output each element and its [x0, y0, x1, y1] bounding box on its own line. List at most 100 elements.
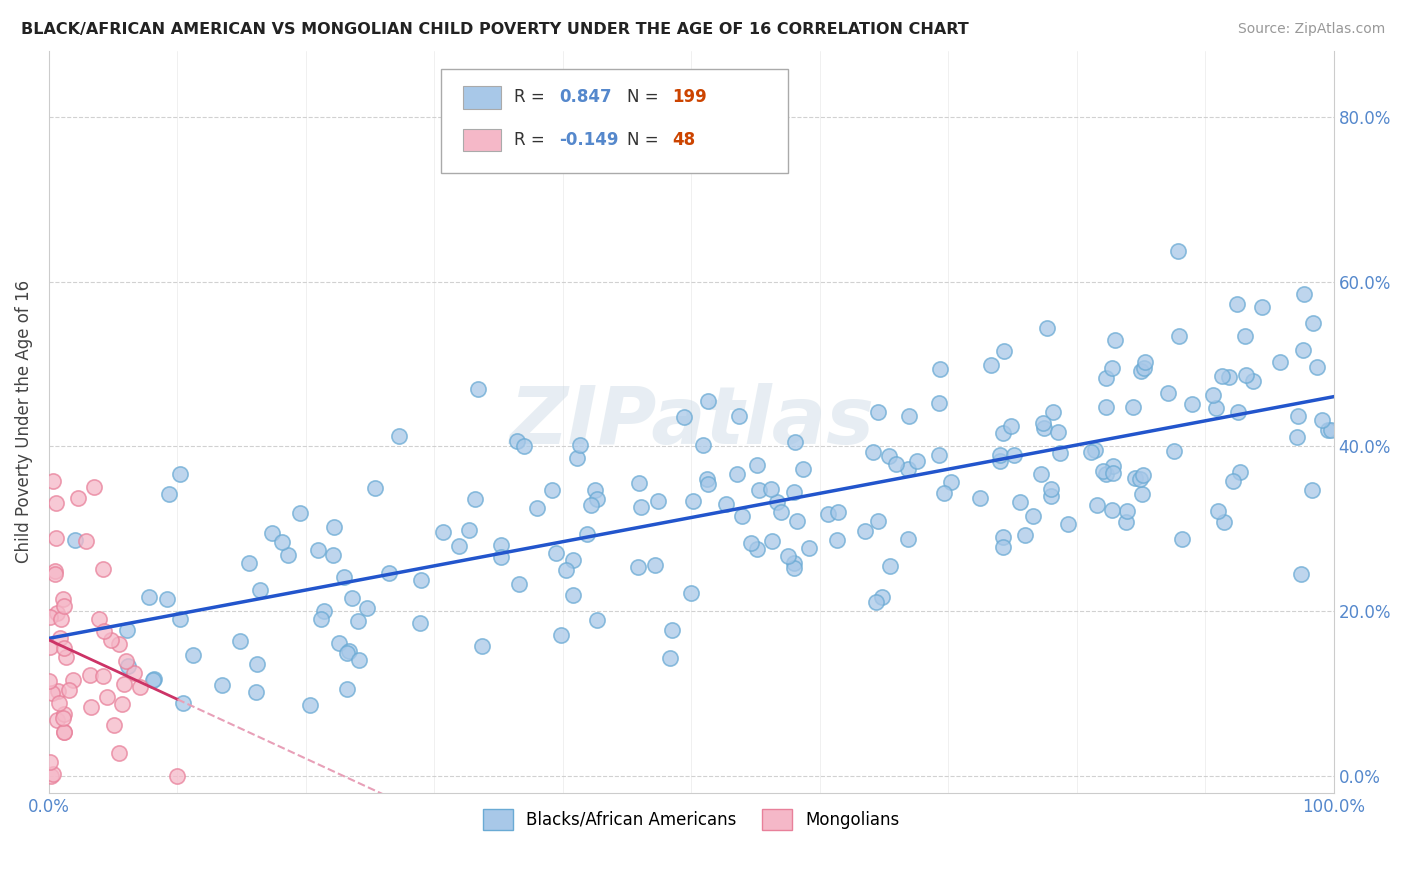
Point: [93, 669, 115, 683]
Point: [759, 482, 782, 496]
Point: [508, 577, 530, 591]
Point: [46, 683, 69, 698]
Point: [993, 540, 1015, 554]
Point: [697, 477, 720, 491]
Text: R =: R =: [515, 88, 550, 106]
Point: [659, 650, 682, 665]
Y-axis label: Child Poverty Under the Age of 16: Child Poverty Under the Age of 16: [15, 280, 32, 563]
Point: [1092, 465, 1115, 479]
Point: [377, 566, 399, 580]
Point: [299, 698, 322, 712]
Point: [1168, 329, 1191, 343]
Point: [865, 595, 887, 609]
Point: [644, 558, 666, 572]
Point: [333, 570, 356, 584]
Point: [569, 438, 592, 452]
Point: [1291, 343, 1313, 357]
Point: [117, 659, 139, 673]
Point: [80, 699, 103, 714]
Point: [797, 541, 820, 555]
Point: [166, 769, 188, 783]
Point: [817, 507, 839, 521]
FancyBboxPatch shape: [441, 70, 787, 173]
Point: [1236, 368, 1258, 382]
Point: [1133, 361, 1156, 376]
Point: [1292, 287, 1315, 301]
Point: [679, 586, 702, 600]
Point: [337, 644, 360, 658]
Point: [49, 632, 72, 646]
Point: [169, 612, 191, 626]
Point: [52, 592, 75, 607]
Point: [1211, 368, 1233, 383]
Text: Source: ZipAtlas.com: Source: ZipAtlas.com: [1237, 22, 1385, 37]
Point: [46, 607, 69, 621]
Point: [63, 533, 86, 548]
Point: [312, 604, 335, 618]
Point: [211, 678, 233, 692]
Point: [142, 673, 165, 687]
Point: [696, 472, 718, 486]
Point: [489, 538, 512, 552]
Point: [586, 613, 609, 627]
Point: [58, 682, 80, 697]
Point: [1286, 430, 1309, 444]
Point: [1286, 409, 1309, 423]
Point: [929, 362, 952, 376]
Point: [827, 505, 849, 519]
Point: [1306, 359, 1329, 374]
Point: [782, 484, 804, 499]
Point: [897, 462, 920, 476]
Point: [1056, 516, 1078, 531]
Point: [307, 542, 329, 557]
Point: [322, 520, 344, 534]
Point: [42, 474, 65, 488]
Text: 48: 48: [672, 131, 695, 149]
Point: [993, 426, 1015, 441]
Point: [1101, 459, 1123, 474]
Point: [1008, 495, 1031, 509]
Point: [38, 610, 60, 624]
Point: [45, 495, 67, 509]
Point: [991, 530, 1014, 544]
Point: [39, 755, 62, 769]
Point: [336, 646, 359, 660]
Point: [1222, 475, 1244, 489]
Text: -0.149: -0.149: [560, 131, 619, 149]
Point: [993, 344, 1015, 359]
Point: [45, 532, 67, 546]
Point: [941, 475, 963, 489]
Point: [745, 458, 768, 472]
Point: [786, 515, 808, 529]
Point: [96, 690, 118, 705]
Point: [870, 590, 893, 604]
Point: [87, 612, 110, 626]
Point: [776, 549, 799, 563]
FancyBboxPatch shape: [463, 128, 501, 151]
Point: [1130, 487, 1153, 501]
Point: [1301, 483, 1323, 498]
Point: [238, 556, 260, 570]
Point: [262, 525, 284, 540]
Point: [1163, 444, 1185, 458]
Point: [769, 505, 792, 519]
Point: [1268, 355, 1291, 369]
Point: [79, 668, 101, 682]
Point: [245, 685, 267, 699]
Point: [897, 409, 920, 424]
Point: [1084, 442, 1107, 457]
Point: [714, 497, 737, 511]
Point: [725, 467, 748, 482]
Point: [866, 514, 889, 528]
Point: [627, 475, 650, 490]
Point: [39, 769, 62, 783]
Point: [49, 612, 72, 626]
Point: [471, 640, 494, 654]
Point: [1229, 465, 1251, 479]
Point: [52, 725, 75, 739]
Point: [1036, 321, 1059, 335]
Point: [630, 500, 652, 515]
Point: [1014, 527, 1036, 541]
Point: [1040, 482, 1063, 496]
Point: [766, 495, 789, 509]
